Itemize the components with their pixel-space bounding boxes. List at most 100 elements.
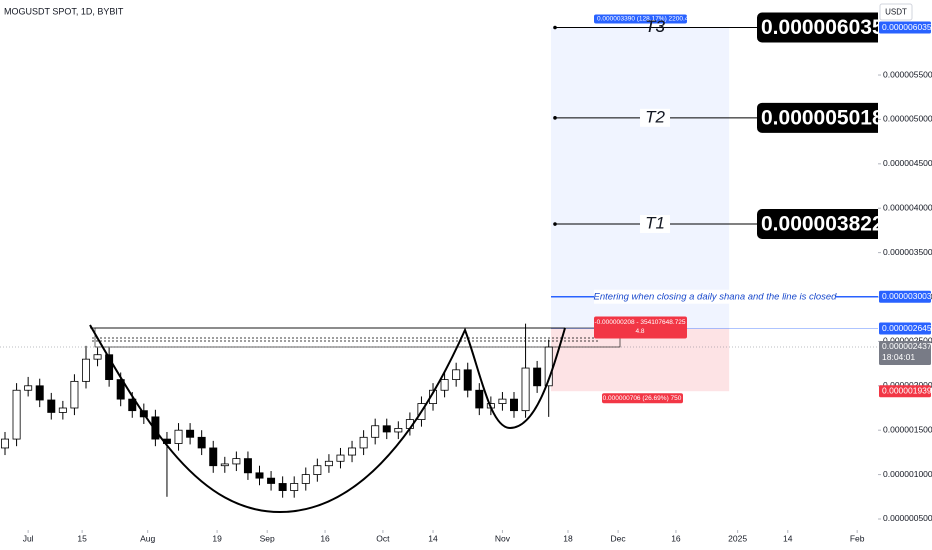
x-tick-label: Jul xyxy=(23,533,34,543)
target-name: T2 xyxy=(645,107,665,126)
candle-body xyxy=(475,389,484,409)
candle-body xyxy=(301,474,310,484)
y-tick-label: 0.0000050000 xyxy=(883,114,932,124)
candle-body xyxy=(47,399,56,413)
x-tick-label: 15 xyxy=(77,533,87,543)
candle-body xyxy=(348,447,357,456)
currency[interactable]: USDT xyxy=(885,8,907,17)
candle-body xyxy=(498,398,507,404)
candle-body xyxy=(82,358,90,382)
entry-price-box xyxy=(879,322,931,335)
chart-title: MOGUSDT SPOT, 1D, BYBIT xyxy=(4,6,124,16)
stop-price-box xyxy=(879,385,931,398)
candle-body xyxy=(324,460,333,467)
entry-tooltip: 4.8 xyxy=(635,328,644,335)
x-tick-label: 19 xyxy=(212,533,222,543)
target-dot xyxy=(553,25,557,30)
x-tick-label: Dec xyxy=(611,533,627,543)
y-tick-label: 0.0000015000 xyxy=(883,424,932,434)
stop-price: 0.000001939 xyxy=(882,385,932,395)
stop-tooltip-box xyxy=(602,393,683,404)
x-tick-label: Sep xyxy=(260,533,275,543)
candle-body xyxy=(394,428,403,433)
target-dot xyxy=(553,222,557,226)
position-layer xyxy=(0,27,878,392)
y-tick-label: 0.0000035000 xyxy=(883,247,932,257)
candle-body xyxy=(463,369,472,391)
target-name: T1 xyxy=(645,214,665,233)
candle-body xyxy=(510,398,518,412)
candle-body xyxy=(116,379,125,400)
candle-body xyxy=(371,425,380,438)
target-value: 0.000005018 xyxy=(761,106,884,129)
candle-body xyxy=(452,369,461,380)
x-tick-label: 2025 xyxy=(728,533,747,543)
profit-zone xyxy=(551,27,730,329)
stop-tooltip: 0.000000706 (26.69%) 750 xyxy=(603,395,682,402)
last-price-countdown: 18:04:01 xyxy=(882,352,915,362)
x-tick-label: Aug xyxy=(140,533,155,543)
candle-body xyxy=(521,367,530,412)
axis-layer: 0.0000005000 0.0000010000 0.0000015000 0.00… xyxy=(23,21,932,543)
x-tick-label: Feb xyxy=(850,533,865,543)
x-tick-label: 14 xyxy=(783,533,793,543)
candle-body xyxy=(209,447,218,467)
entry-text-bg xyxy=(594,289,836,304)
candle-body xyxy=(58,407,67,413)
pattern-box xyxy=(94,327,621,348)
candle-body xyxy=(440,379,449,391)
target-name-bg xyxy=(640,215,670,234)
candle-body xyxy=(70,380,79,409)
candle-body xyxy=(359,436,368,449)
candle-body xyxy=(220,463,229,467)
target-price-box xyxy=(879,21,931,34)
target-value: 0.000006035 xyxy=(761,16,884,39)
entry-text: Entering when closing a daily shana and … xyxy=(594,291,838,302)
y-tick-label: 0.0000025000 xyxy=(883,336,932,346)
target-name: T3 xyxy=(645,17,665,36)
pattern-drawing xyxy=(89,324,621,514)
candle-body xyxy=(313,465,322,475)
candle-body xyxy=(232,458,241,465)
cup-curve xyxy=(89,324,566,514)
entry-tooltip-box xyxy=(594,316,687,339)
x-tick-label: Nov xyxy=(495,533,511,543)
target-name-bg xyxy=(640,108,670,127)
price-axis xyxy=(878,0,932,550)
x-tick-label: 16 xyxy=(671,533,681,543)
candle-layer xyxy=(1,323,553,498)
y-tick-label: 0.0000005000 xyxy=(883,513,932,523)
candle-body xyxy=(197,436,206,449)
y-tick-label: 0.0000045000 xyxy=(883,158,932,168)
candle-body xyxy=(336,454,345,462)
entry-line-price: 0.000003003 xyxy=(882,291,932,301)
candle-body xyxy=(278,483,287,491)
x-tick-label: 18 xyxy=(563,533,573,543)
target-tooltip-box xyxy=(594,14,687,24)
last-price-box xyxy=(879,340,931,365)
entry-tooltip: -0.000000208 - 354107648.725 xyxy=(594,319,685,326)
target-value: 0.000003822 xyxy=(761,213,884,236)
currency-box xyxy=(879,3,913,21)
loss-zone xyxy=(551,328,730,392)
x-tick-label: 16 xyxy=(320,533,330,543)
target-tooltip: 0.000003390 (128.17%) 2200.42 xyxy=(597,16,692,23)
candle-body xyxy=(290,483,299,491)
candle-body xyxy=(93,354,102,360)
target-price: 0.000006035 xyxy=(882,22,932,32)
x-tick-label: Oct xyxy=(376,533,390,543)
candle-body xyxy=(12,389,21,440)
y-tick-label: 0.0000010000 xyxy=(883,469,932,479)
candle-body xyxy=(186,429,195,438)
candle-body xyxy=(533,367,542,387)
y-tick-label: 0.0000020000 xyxy=(883,380,932,390)
candle-body xyxy=(24,385,33,391)
candle-body xyxy=(382,425,391,433)
candle-body xyxy=(174,429,183,444)
candle-body xyxy=(35,385,44,401)
last-price: 0.000002437 xyxy=(882,341,932,351)
candle-body xyxy=(255,472,264,479)
candle-body xyxy=(105,354,114,380)
candle-body xyxy=(128,398,137,412)
